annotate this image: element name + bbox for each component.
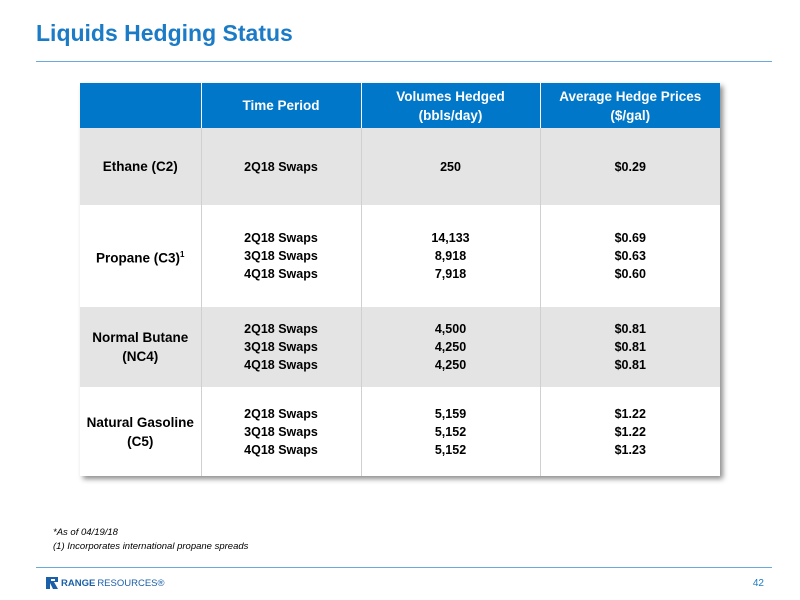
table-header-row: Time Period Volumes Hedged (bbls/day) Av… — [80, 83, 720, 128]
product-name: Propane (C3)1 — [80, 245, 201, 268]
volume-value: 250 — [440, 159, 461, 174]
product-cell: Natural Gasoline (C5) — [80, 387, 202, 476]
price-cell: $0.81 $0.81 $0.81 — [540, 307, 720, 387]
volume-value: 4,250 — [434, 340, 467, 354]
price-value: $1.22 — [614, 406, 646, 421]
period-value: 3Q18 Swaps — [244, 340, 318, 354]
hedging-table-container: Time Period Volumes Hedged (bbls/day) Av… — [80, 83, 720, 476]
footnote-1: (1) Incorporates international propane s… — [53, 541, 249, 552]
header-volumes-line1: Volumes Hedged — [396, 88, 505, 104]
page-number: 42 — [752, 578, 764, 589]
footnotes: *As of 04/19/18 (1) Incorporates interna… — [53, 526, 248, 554]
period-value: 3Q18 Swaps — [244, 424, 318, 439]
table-row-natural-gasoline: Natural Gasoline (C5) 2Q18 Swaps 3Q18 Sw… — [80, 387, 720, 476]
product-name: Natural Gasoline — [86, 414, 194, 430]
product-name-line2: (NC4) — [122, 349, 159, 364]
volume-value: 5,159 — [434, 406, 467, 421]
period-value: 4Q18 Swaps — [244, 267, 318, 281]
price-cell: $0.29 — [540, 128, 720, 205]
period-value: 4Q18 Swaps — [244, 358, 318, 372]
product-name-line2: (C5) — [127, 433, 154, 449]
header-product — [80, 83, 202, 128]
volume-value: 8,918 — [434, 249, 467, 263]
header-prices: Average Hedge Prices ($/gal) — [540, 83, 720, 128]
price-value: $0.63 — [614, 249, 646, 263]
period-value: 2Q18 Swaps — [244, 322, 318, 336]
product-cell: Propane (C3)1 — [80, 205, 202, 307]
header-prices-line2: ($/gal) — [610, 107, 651, 123]
product-name: Ethane (C2) — [102, 159, 178, 174]
price-value: $0.81 — [614, 322, 646, 336]
period-value: 4Q18 Swaps — [244, 442, 318, 457]
footer-divider — [36, 567, 772, 568]
period-cell: 2Q18 Swaps 3Q18 Swaps 4Q18 Swaps — [201, 205, 362, 307]
volume-cell: 250 — [361, 128, 541, 205]
price-cell: $1.22 $1.22 $1.23 — [540, 387, 720, 476]
volume-value: 5,152 — [434, 442, 467, 457]
period-value: 2Q18 Swaps — [244, 231, 318, 245]
volume-cell: 5,159 5,152 5,152 — [361, 387, 541, 476]
title-divider — [36, 61, 772, 62]
product-name: Normal Butane — [92, 330, 189, 345]
header-volumes-line2: (bbls/day) — [418, 107, 483, 123]
header-prices-line1: Average Hedge Prices — [559, 88, 702, 104]
period-cell: 2Q18 Swaps 3Q18 Swaps 4Q18 Swaps — [201, 307, 362, 387]
period-cell: 2Q18 Swaps — [201, 128, 362, 205]
price-value: $0.29 — [614, 159, 646, 174]
price-value: $0.81 — [614, 358, 646, 372]
period-value: 3Q18 Swaps — [244, 249, 318, 263]
price-cell: $0.69 $0.63 $0.60 — [540, 205, 720, 307]
volume-value: 4,500 — [434, 322, 467, 336]
volume-cell: 4,500 4,250 4,250 — [361, 307, 541, 387]
volume-cell: 14,133 8,918 7,918 — [361, 205, 541, 307]
company-logo: RANGE RESOURCES® — [46, 577, 165, 589]
period-value: 2Q18 Swaps — [244, 159, 318, 174]
price-value: $1.22 — [614, 424, 646, 439]
footnote-marker: 1 — [180, 249, 185, 259]
product-cell: Normal Butane (NC4) — [80, 307, 202, 387]
volume-value: 4,250 — [434, 358, 467, 372]
price-value: $1.23 — [614, 442, 646, 457]
as-of-note: *As of 04/19/18 — [53, 527, 118, 538]
product-cell: Ethane (C2) — [80, 128, 202, 205]
period-cell: 2Q18 Swaps 3Q18 Swaps 4Q18 Swaps — [201, 387, 362, 476]
price-value: $0.81 — [614, 340, 646, 354]
logo-text-light: RESOURCES® — [97, 577, 165, 589]
product-name-text: Propane (C3) — [96, 250, 181, 266]
range-logo-icon — [46, 577, 58, 589]
hedging-table: Time Period Volumes Hedged (bbls/day) Av… — [80, 83, 720, 476]
table-row-propane: Propane (C3)1 2Q18 Swaps 3Q18 Swaps 4Q18… — [80, 205, 720, 307]
price-value: $0.69 — [614, 231, 646, 245]
logo-text-bold: RANGE — [61, 577, 96, 589]
volume-value: 5,152 — [434, 424, 467, 439]
volume-value: 14,133 — [431, 231, 470, 245]
volume-value: 7,918 — [434, 267, 467, 281]
header-time-period: Time Period — [201, 83, 362, 128]
table-row-ethane: Ethane (C2) 2Q18 Swaps 250 $0.29 — [80, 128, 720, 205]
header-volumes: Volumes Hedged (bbls/day) — [361, 83, 541, 128]
price-value: $0.60 — [614, 267, 646, 281]
page-title: Liquids Hedging Status — [36, 20, 293, 46]
period-value: 2Q18 Swaps — [244, 406, 318, 421]
table-row-normal-butane: Normal Butane (NC4) 2Q18 Swaps 3Q18 Swap… — [80, 307, 720, 387]
